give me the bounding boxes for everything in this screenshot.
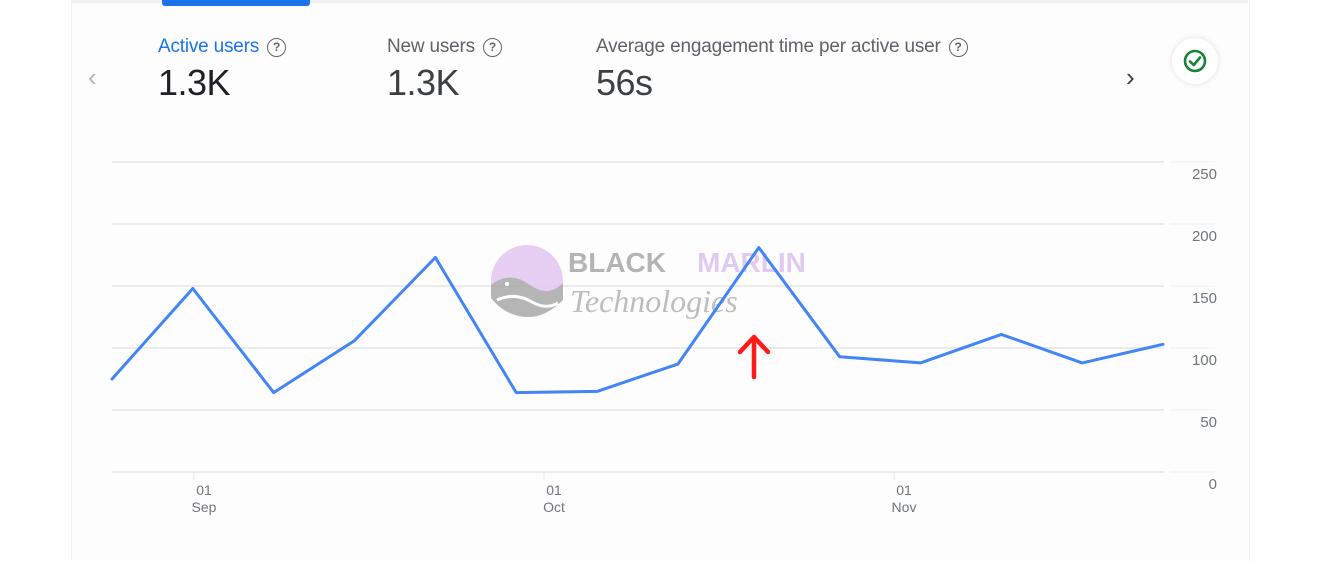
check-circle-icon [1183,49,1207,73]
chart-gridlines [112,161,1215,473]
active-users-line[interactable] [110,246,1165,395]
status-badge[interactable] [1172,38,1218,84]
watermark-logo: BLACK MARLIN Technologies [491,245,806,319]
metric-value: 1.3K [158,62,231,103]
y-tick-label: 200 [1192,228,1217,245]
metric-label: New users [387,36,475,57]
x-tick-day: 01 [546,482,562,498]
metric-value: 56s [596,62,653,103]
metric-value: 1.3K [387,62,460,103]
metric-label: Active users [158,36,260,57]
watermark-text-marlin: MARLIN [697,247,806,278]
x-tick-month: Oct [543,499,565,515]
metric-active-users[interactable]: Active users ? 1.3K [158,36,287,104]
x-tick-month: Nov [892,499,917,515]
x-tick-day: 01 [896,482,912,498]
metric-avg-engagement-time[interactable]: Average engagement time per active user … [596,36,968,104]
active-tab-indicator [162,0,310,6]
chevron-right-icon[interactable]: › [1126,62,1135,92]
red-arrow-annotation [737,334,771,380]
y-tick-label: 100 [1192,352,1217,369]
metric-label: Average engagement time per active user [596,36,941,57]
question-circle-icon[interactable]: ? [948,37,968,57]
report-card [71,0,1250,561]
watermark-text-black: BLACK [568,247,666,278]
question-circle-icon[interactable]: ? [267,37,287,57]
y-tick-label: 150 [1192,290,1217,307]
metric-new-users[interactable]: New users ? 1.3K [387,36,502,104]
y-tick-label: 50 [1200,414,1217,431]
question-circle-icon[interactable]: ? [482,37,502,57]
chevron-left-icon[interactable]: ‹ [88,62,97,92]
x-tick-day: 01 [196,482,212,498]
card-top-border [71,0,1248,3]
y-tick-label: 0 [1209,476,1217,493]
watermark-text-technologies: Technologies [570,283,738,319]
y-axis-labels: 0 50 100 150 200 250 [1192,166,1217,493]
x-tick-month: Sep [192,499,217,515]
y-tick-label: 250 [1192,166,1217,183]
